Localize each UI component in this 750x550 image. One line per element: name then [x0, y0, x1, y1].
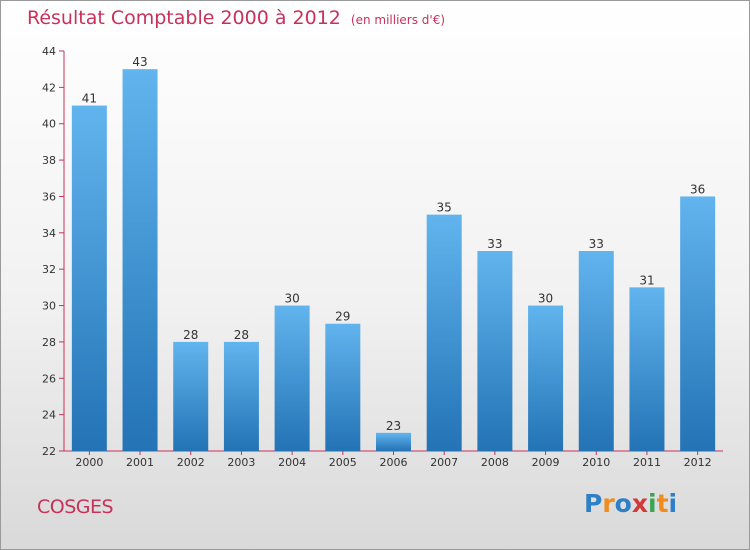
- bar-value-label: 29: [335, 310, 350, 324]
- chart-subtitle: (en milliers d'€): [350, 13, 446, 27]
- bar-value-label: 41: [82, 92, 97, 106]
- y-tick-label: 32: [42, 263, 56, 276]
- proxiti-logo: Proxiti: [584, 489, 677, 518]
- bar: [376, 432, 411, 451]
- place-name: COSGES: [37, 496, 114, 518]
- y-tick-label: 40: [42, 118, 56, 131]
- chart-title-text: Résultat Comptable 2000 à 2012: [27, 7, 341, 29]
- bar-value-label: 31: [639, 273, 654, 287]
- x-tick-label: 2007: [430, 456, 458, 469]
- bar: [325, 323, 361, 451]
- y-tick-label: 34: [42, 227, 56, 240]
- bar: [173, 341, 209, 451]
- logo-letter: x: [631, 489, 648, 518]
- y-tick-label: 38: [42, 154, 56, 167]
- bar: [680, 196, 716, 451]
- x-tick-label: 2002: [177, 456, 205, 469]
- x-tick-label: 2000: [75, 456, 103, 469]
- y-tick-label: 42: [42, 81, 56, 94]
- bar: [71, 105, 107, 451]
- bar: [426, 214, 462, 451]
- chart-title: Résultat Comptable 2000 à 2012 (en millie…: [27, 7, 445, 29]
- bar: [528, 305, 564, 451]
- logo-letter: i: [648, 489, 657, 518]
- x-tick-label: 2005: [329, 456, 357, 469]
- bar-value-label: 30: [538, 292, 553, 306]
- bar: [223, 341, 259, 451]
- bar: [578, 251, 614, 451]
- bar-value-label: 36: [690, 182, 705, 196]
- x-tick-label: 2003: [227, 456, 255, 469]
- bar-value-label: 28: [183, 328, 198, 342]
- x-tick-label: 2004: [278, 456, 306, 469]
- bar-value-label: 28: [234, 328, 249, 342]
- x-tick-label: 2001: [126, 456, 154, 469]
- y-tick-label: 36: [42, 190, 56, 203]
- bar: [122, 69, 158, 451]
- logo-letter: t: [656, 489, 669, 518]
- bar-value-label: 33: [589, 237, 604, 251]
- bar: [274, 305, 310, 451]
- x-tick-label: 2012: [684, 456, 712, 469]
- bar-value-label: 35: [437, 201, 452, 215]
- logo-letter: P: [584, 489, 603, 518]
- y-tick-label: 44: [42, 45, 56, 58]
- x-tick-label: 2011: [633, 456, 661, 469]
- x-tick-label: 2010: [582, 456, 610, 469]
- x-tick-label: 2006: [380, 456, 408, 469]
- bar: [477, 251, 513, 451]
- y-tick-label: 30: [42, 300, 56, 313]
- bar-value-label: 43: [132, 55, 147, 69]
- y-tick-label: 26: [42, 372, 56, 385]
- y-tick-label: 24: [42, 409, 56, 422]
- x-tick-label: 2009: [532, 456, 560, 469]
- y-tick-label: 28: [42, 336, 56, 349]
- logo-letter: r: [602, 489, 615, 518]
- x-tick-label: 2008: [481, 456, 509, 469]
- y-tick-label: 22: [42, 445, 56, 458]
- logo-letter: i: [668, 489, 678, 518]
- bar: [629, 287, 665, 451]
- logo-letter: o: [614, 489, 632, 518]
- bar-value-label: 30: [284, 292, 299, 306]
- bar-value-label: 23: [386, 419, 401, 433]
- bar-value-label: 33: [487, 237, 502, 251]
